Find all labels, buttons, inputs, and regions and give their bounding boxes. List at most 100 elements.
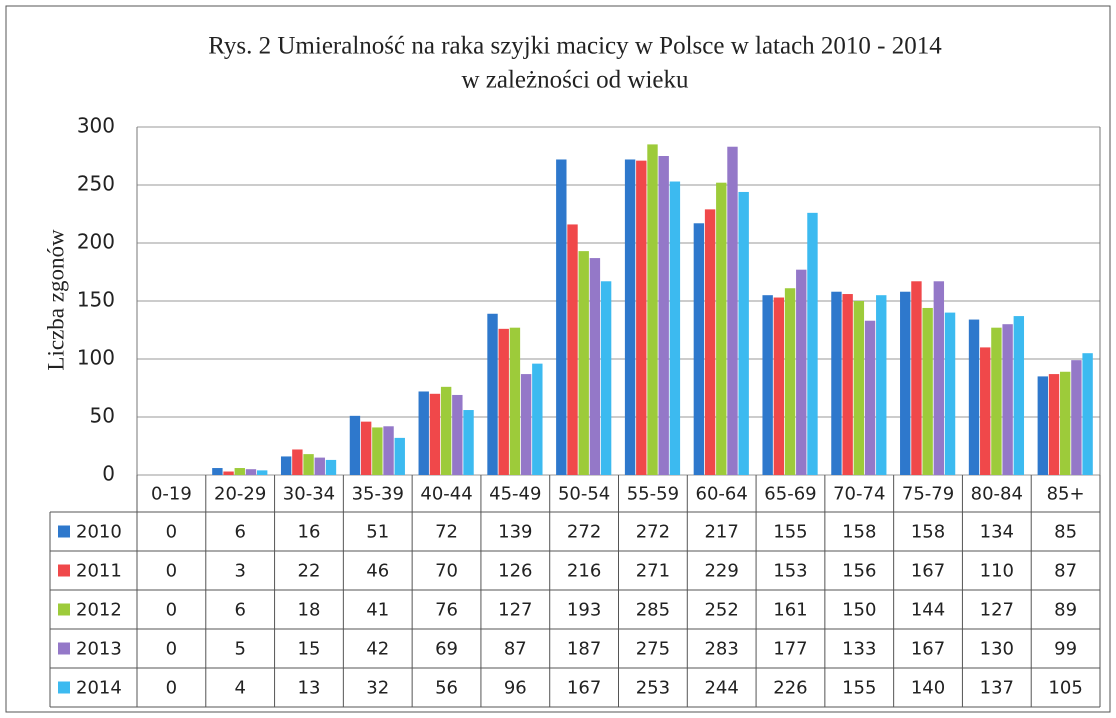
x-tick-label: 20-29 [214,484,266,505]
table-cell: 110 [980,561,1014,582]
y-tick-label: 50 [90,404,115,428]
bar [831,291,842,475]
bar [325,459,337,475]
table-cell: 76 [435,600,458,621]
table-cell: 46 [366,561,389,582]
bar [738,191,749,475]
table-cell: 127 [498,600,532,621]
table-cell: 32 [366,678,389,699]
table-cell: 156 [842,561,876,582]
bar [303,454,314,475]
bar [1048,374,1060,475]
chart-title: Rys. 2 Umieralność na raka szyjki macicy… [208,33,942,60]
x-tick-label: 30-34 [283,484,335,505]
legend-label: 2013 [76,639,122,660]
bar [991,327,1002,475]
table-cell: 5 [234,639,245,660]
bar [498,328,509,475]
table-cell: 0 [166,639,177,660]
table-cell: 253 [636,678,670,699]
bar [292,449,303,475]
table-cell: 155 [842,678,876,699]
bar [349,415,361,475]
bar [383,426,394,475]
table-cell: 87 [1054,561,1077,582]
bar [842,294,853,475]
table-cell: 272 [567,522,601,543]
bar [429,393,441,475]
bar [280,456,292,475]
bar [853,301,865,475]
table-cell: 167 [567,678,601,699]
table-cell: 0 [166,561,177,582]
bar [944,312,956,475]
table-cell: 153 [773,561,807,582]
table-cell: 89 [1054,600,1077,621]
table-cell: 56 [435,678,458,699]
legend-swatch [58,603,70,616]
table-cell: 15 [298,639,321,660]
table-cell: 85 [1054,522,1077,543]
table-cell: 150 [842,600,876,621]
table-cell: 69 [435,639,458,660]
table-cell: 130 [980,639,1014,660]
frame [5,5,1111,713]
table-cell: 177 [773,639,807,660]
table-cell: 226 [773,678,807,699]
table-cell: 244 [704,678,738,699]
bar [1071,360,1082,475]
table-cell: 139 [498,522,532,543]
y-tick-label: 200 [77,230,115,254]
legend-label: 2014 [76,678,122,699]
y-axis-label: Liczba zgonów [43,229,68,371]
table-cell: 283 [704,639,738,660]
bar [600,281,612,475]
bar [636,160,647,475]
legend-swatch [58,525,70,538]
table-cell: 140 [911,678,945,699]
bar [876,295,887,475]
y-tick-label: 250 [77,172,115,196]
bar [440,386,452,475]
bar [669,181,681,475]
legend-swatch [58,642,70,655]
bar [452,394,463,475]
bar [1060,371,1071,475]
table-cell: 42 [366,639,389,660]
bar [418,391,429,475]
y-tick-label: 150 [77,288,115,312]
chart-subtitle: w zależności od wieku [461,67,689,94]
table-cell: 187 [567,639,601,660]
bar [968,319,980,475]
table-cell: 216 [567,561,601,582]
bar [704,209,716,476]
bar [212,468,223,475]
x-tick-label: 55-59 [627,484,679,505]
x-tick-label: 60-64 [696,484,748,505]
y-tick-label: 100 [77,346,115,370]
legend-label: 2012 [76,600,122,621]
legend-swatch [58,681,70,694]
table-cell: 126 [498,561,532,582]
x-tick-label: 40-44 [420,484,472,505]
table-cell: 51 [366,522,389,543]
bar [716,182,727,475]
bar [807,212,818,475]
legend-label: 2011 [76,561,122,582]
bar [487,313,498,475]
bar [922,307,933,475]
table-cell: 13 [298,678,321,699]
bar [658,156,669,475]
bar [762,295,773,475]
bar [1013,316,1025,475]
table-cell: 6 [234,600,245,621]
table-cell: 144 [911,600,945,621]
table-cell: 96 [504,678,527,699]
table-cell: 105 [1048,678,1082,699]
bar [1002,324,1013,475]
table-cell: 271 [636,561,670,582]
table-cell: 158 [911,522,945,543]
table-cell: 272 [636,522,670,543]
bar [900,291,911,475]
